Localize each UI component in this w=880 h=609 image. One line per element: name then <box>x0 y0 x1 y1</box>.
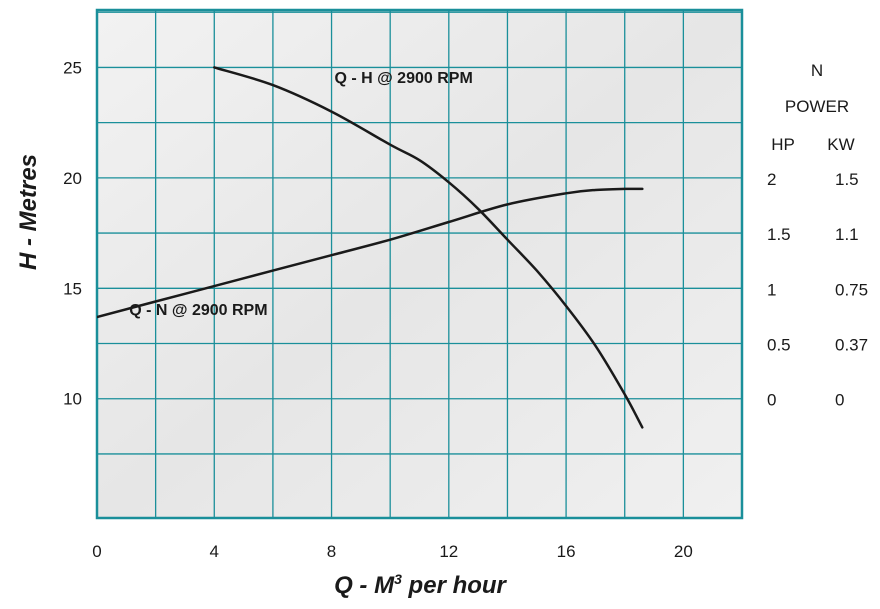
power-axis-column-kw: KW <box>827 135 854 154</box>
power-axis-kw-value: 0.37 <box>835 336 868 355</box>
power-axis-kw-value: 1.5 <box>835 170 859 189</box>
power-axis-kw-value: 0.75 <box>835 280 868 299</box>
y-tick-label: 25 <box>63 58 82 77</box>
plot-background <box>97 10 742 518</box>
power-axis-title-line-2: POWER <box>785 97 849 116</box>
power-axis-kw-value: 1.1 <box>835 225 859 244</box>
x-axis-title-suffix: per hour <box>402 572 508 599</box>
power-axis-hp-value: 1.5 <box>767 225 791 244</box>
power-axis-column-hp: HP <box>771 135 795 154</box>
power-axis-hp-value: 0 <box>767 391 776 410</box>
power-axis: N POWER HP KW 2 1.5 1.5 1.1 1 0.75 0.5 0.37 0 0 <box>767 61 868 410</box>
x-tick-label: 20 <box>674 542 693 561</box>
x-axis-title-prefix: Q - M <box>334 572 395 599</box>
x-tick-label: 12 <box>439 542 458 561</box>
y-axis-ticks: 10 15 20 25 <box>63 58 82 408</box>
power-axis-hp-value: 0.5 <box>767 336 791 355</box>
x-axis-title: Q - M3 per hour <box>334 571 507 599</box>
x-tick-label: 4 <box>210 542 219 561</box>
power-axis-kw-value: 0 <box>835 391 844 410</box>
grid <box>97 10 742 518</box>
x-tick-label: 16 <box>557 542 576 561</box>
y-axis-title: H - Metres <box>15 154 42 270</box>
x-axis-title-superscript: 3 <box>394 571 402 587</box>
series-line-0 <box>213 66 644 429</box>
power-axis-title-line-1: N <box>811 61 823 80</box>
x-tick-label: 0 <box>92 542 101 561</box>
x-tick-label: 8 <box>327 542 336 561</box>
series-label-qn: Q - N @ 2900 RPM <box>129 302 267 319</box>
y-tick-label: 10 <box>63 390 82 409</box>
curves <box>97 66 644 429</box>
series-label-qh: Q - H @ 2900 RPM <box>334 70 472 87</box>
y-tick-label: 20 <box>63 169 82 188</box>
power-axis-hp-value: 2 <box>767 170 776 189</box>
series-line-1 <box>97 187 644 319</box>
plot-frame <box>95 8 744 520</box>
curve-labels: Q - H @ 2900 RPM Q - N @ 2900 RPM <box>129 70 473 319</box>
y-tick-label: 15 <box>63 279 82 298</box>
x-axis-ticks: 0 4 8 12 16 20 <box>92 542 693 561</box>
power-axis-hp-value: 1 <box>767 280 776 299</box>
